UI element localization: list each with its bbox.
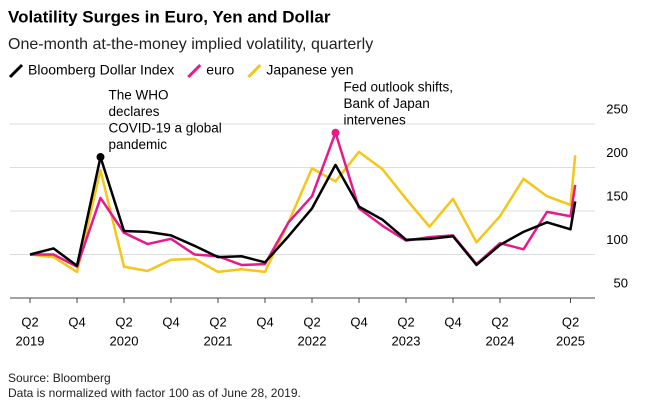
annotation: declares — [109, 104, 160, 119]
x-year-label: 2023 — [392, 333, 421, 348]
legend-swatch — [247, 63, 262, 79]
legend-label: Japanese yen — [266, 62, 353, 78]
x-tick-label: Q2 — [21, 314, 38, 329]
x-tick-label: Q2 — [115, 314, 132, 329]
annotation: Fed outlook shifts, — [344, 80, 454, 95]
note: Data is normalized with factor 100 as of… — [8, 386, 301, 400]
x-year-label: 2022 — [298, 333, 327, 348]
y-tick-label: 100 — [606, 232, 628, 247]
y-tick-label: 250 — [606, 101, 628, 116]
series-line — [29, 150, 577, 274]
annotation: pandemic — [109, 137, 168, 152]
x-year-label: 2020 — [110, 333, 139, 348]
x-tick-label: Q4 — [256, 314, 273, 329]
x-tick-label: Q2 — [562, 314, 579, 329]
x-year-label: 2025 — [556, 333, 585, 348]
annotation-dot — [96, 153, 105, 162]
legend-swatch — [187, 63, 202, 79]
x-tick-label: Q4 — [350, 314, 367, 329]
x-year-label: 2021 — [204, 333, 233, 348]
legend-label: Bloomberg Dollar Index — [28, 62, 174, 78]
x-tick-label: Q2 — [209, 314, 226, 329]
series-line — [30, 131, 577, 268]
x-tick-label: Q4 — [162, 314, 179, 329]
x-tick-label: Q2 — [491, 314, 508, 329]
chart-title: Volatility Surges in Euro, Yen and Dolla… — [8, 7, 331, 26]
y-tick-label: 150 — [606, 188, 628, 203]
annotation: The WHO — [109, 88, 169, 103]
annotation-dot — [331, 128, 340, 137]
annotation: Bank of Japan — [344, 96, 430, 111]
annotation: COVID-19 a global — [109, 121, 222, 136]
y-tick-label: 50 — [614, 275, 628, 290]
legend-label: euro — [206, 62, 234, 78]
annotation: intervenes — [344, 113, 407, 128]
x-year-label: 2024 — [486, 333, 515, 348]
chart-subtitle: One-month at-the-money implied volatilit… — [8, 36, 373, 53]
x-tick-label: Q2 — [397, 314, 414, 329]
series-line — [29, 155, 577, 268]
legend-swatch — [8, 63, 24, 79]
source: Source: Bloomberg — [8, 371, 111, 385]
x-tick-label: Q4 — [68, 314, 85, 329]
x-year-label: 2019 — [16, 333, 45, 348]
x-tick-label: Q2 — [303, 314, 320, 329]
y-tick-label: 200 — [606, 145, 628, 160]
x-tick-label: Q4 — [444, 314, 461, 329]
